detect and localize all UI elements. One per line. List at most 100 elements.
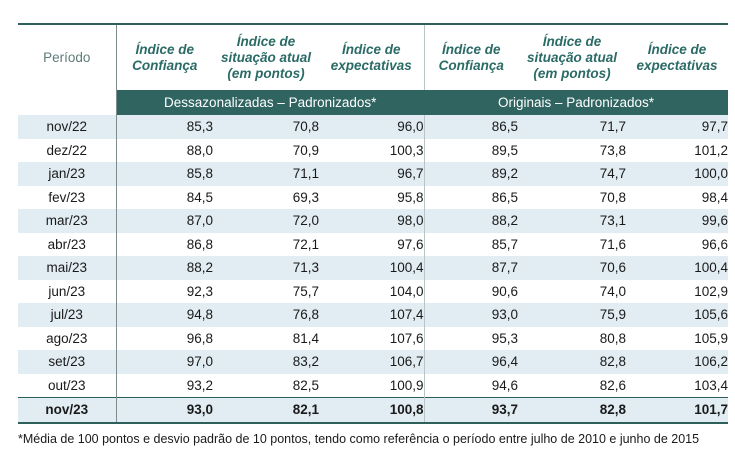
period-cell: jan/23 — [18, 162, 116, 186]
value-cell: 98,4 — [701, 189, 728, 205]
value-cell: 84,5 — [115, 185, 213, 209]
table-row: abr/23 86,8 72,1 97,6 85,7 71,6 96,6 — [18, 232, 728, 256]
header-confidence-orig: Índice de Confiança — [423, 25, 518, 90]
value-cell: 97,0 — [115, 350, 213, 374]
footnote: *Média de 100 pontos e desvio padrão de … — [18, 432, 700, 446]
value-cell: 86,8 — [115, 232, 213, 256]
value-cell: 100,8 — [319, 397, 424, 424]
value-cell: 96,6 — [701, 236, 728, 252]
header-expectations-sa: Índice de expectativas — [319, 25, 424, 90]
value-cell: 106,7 — [319, 350, 424, 374]
value-cell: 74,0 — [599, 283, 626, 299]
period-cell: jul/23 — [18, 303, 116, 327]
header-line: (em pontos) — [227, 65, 305, 81]
period-cell: nov/23 — [18, 397, 116, 424]
period-cell: jun/23 — [48, 283, 86, 299]
header-confidence-sa: Índice de Confiança — [115, 25, 213, 90]
value-cell: 96,8 — [115, 326, 213, 350]
value-cell: 71,7 — [518, 115, 626, 139]
confidence-index-table: Período Índice de Confiança Índice de si… — [18, 23, 728, 424]
table-row: mai/23 88,2 71,3 100,4 87,7 70,6 100,4 — [18, 256, 728, 280]
value-cell: 69,3 — [292, 189, 319, 205]
value-cell: 70,8 — [213, 115, 319, 139]
period-cell: ago/23 — [46, 330, 88, 346]
value-cell: 85,7 — [423, 232, 518, 256]
value-cell: 106,2 — [626, 350, 728, 374]
group-band: Dessazonalizadas – Padronizados* Origina… — [18, 90, 728, 115]
value-cell: 92,3 — [115, 279, 213, 303]
value-cell: 70,9 — [292, 142, 319, 158]
value-cell: 102,9 — [694, 283, 728, 299]
value-cell: 93,2 — [115, 373, 213, 398]
period-cell: out/23 — [47, 377, 86, 393]
value-cell: 70,8 — [599, 189, 626, 205]
value-cell: 82,6 — [599, 377, 626, 393]
value-cell: 72,1 — [292, 236, 319, 252]
header-row: Período Índice de Confiança Índice de si… — [18, 25, 728, 90]
header-line: Confiança — [438, 57, 504, 73]
value-cell: 86,5 — [423, 115, 518, 139]
value-cell: 81,4 — [292, 330, 319, 346]
value-cell: 101,7 — [626, 397, 728, 424]
value-cell: 71,6 — [599, 236, 626, 252]
header-line: Índice de — [236, 33, 296, 49]
header-expectations-orig: Índice de expectativas — [626, 25, 728, 90]
value-cell: 82,1 — [213, 397, 319, 424]
header-current-situation-orig: Índice de situação atual (em pontos) — [518, 25, 626, 90]
period-cell: mar/23 — [18, 209, 116, 233]
value-cell: 100,0 — [626, 162, 728, 186]
header-line: Índice de — [542, 33, 602, 49]
value-cell: 73,1 — [518, 209, 626, 233]
value-cell: 87,7 — [423, 256, 518, 280]
value-cell: 93,0 — [115, 397, 213, 424]
value-cell: 85,3 — [115, 115, 213, 139]
value-cell: 94,8 — [115, 303, 213, 327]
table-row: set/23 97,0 83,2 106,7 96,4 82,8 106,2 — [18, 350, 728, 374]
table-row: ago/23 96,8 81,4 107,6 95,3 80,8 105,9 — [18, 326, 728, 350]
value-cell: 103,4 — [694, 377, 728, 393]
value-cell: 86,5 — [423, 185, 518, 209]
value-cell: 72,0 — [213, 209, 319, 233]
table-row: jun/23 92,3 75,7 104,0 90,6 74,0 102,9 — [18, 279, 728, 303]
value-cell: 82,8 — [518, 350, 626, 374]
value-cell: 88,0 — [115, 138, 213, 162]
value-cell: 105,6 — [626, 303, 728, 327]
value-cell: 88,2 — [115, 256, 213, 280]
value-cell: 93,0 — [423, 303, 518, 327]
header-line: Índice de — [135, 41, 194, 57]
period-cell: set/23 — [18, 350, 116, 374]
group-original: Originais – Padronizados* — [424, 90, 728, 115]
value-cell: 105,9 — [694, 330, 728, 346]
value-cell: 100,3 — [389, 142, 424, 158]
header-line: Confiança — [132, 57, 198, 73]
value-cell: 75,9 — [518, 303, 626, 327]
value-cell: 74,7 — [518, 162, 626, 186]
value-cell: 90,6 — [423, 279, 518, 303]
header-line: situação atual — [526, 49, 618, 65]
group-seasonally-adjusted: Dessazonalizadas – Padronizados* — [115, 90, 424, 115]
table-row: out/23 93,2 82,5 100,9 94,6 82,6 103,4 — [18, 373, 728, 398]
value-cell: 95,3 — [423, 326, 518, 350]
value-cell: 98,0 — [319, 209, 424, 233]
value-cell: 107,4 — [319, 303, 424, 327]
value-cell: 100,4 — [319, 256, 424, 280]
value-cell: 96,7 — [319, 162, 424, 186]
period-cell: abr/23 — [47, 236, 86, 252]
value-cell: 76,8 — [213, 303, 319, 327]
period-cell: nov/22 — [18, 115, 116, 139]
table-row: jan/23 85,8 71,1 96,7 89,2 74,7 100,0 — [18, 162, 728, 186]
value-cell: 89,5 — [423, 138, 518, 162]
table-row: dez/22 88,0 70,9 100,3 89,5 73,8 101,2 — [18, 138, 728, 162]
value-cell: 82,5 — [292, 377, 319, 393]
header-line: expectativas — [330, 57, 412, 73]
value-cell: 82,8 — [518, 397, 626, 424]
value-cell: 97,7 — [626, 115, 728, 139]
header-period: Período — [43, 49, 91, 65]
period-cell: mai/23 — [18, 256, 116, 280]
value-cell: 95,8 — [397, 189, 424, 205]
value-cell: 97,6 — [397, 236, 424, 252]
value-cell: 94,6 — [423, 373, 518, 398]
value-cell: 71,3 — [213, 256, 319, 280]
value-cell: 87,0 — [115, 209, 213, 233]
value-cell: 96,4 — [423, 350, 518, 374]
